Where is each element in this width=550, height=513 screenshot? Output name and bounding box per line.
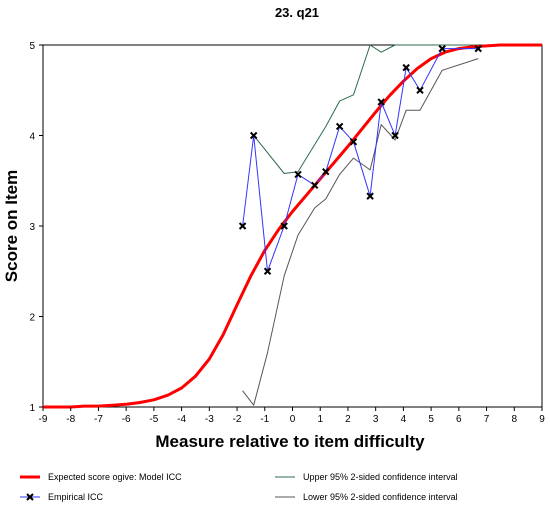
- empirical-point: [402, 63, 410, 72]
- x-tick-label: -8: [66, 414, 75, 425]
- x-axis-label: Measure relative to item difficulty: [155, 432, 425, 451]
- y-tick-label: 5: [29, 41, 35, 52]
- x-tick-label: 4: [401, 414, 407, 425]
- x-tick-label: -5: [149, 414, 158, 425]
- empirical-point: [249, 131, 258, 140]
- y-axis-label: Score on Item: [2, 170, 21, 282]
- y-tick-label: 4: [29, 132, 35, 143]
- empirical-point: [391, 131, 399, 140]
- x-tick-label: -3: [205, 414, 214, 425]
- y-axis: 1 2 3 4 5: [29, 41, 43, 414]
- empirical-point: [280, 222, 288, 230]
- series-line-upper: [253, 44, 479, 174]
- x-tick-label: -2: [233, 414, 242, 425]
- x-tick-label: 1: [317, 414, 323, 425]
- legend-label: Expected score ogive: Model ICC: [48, 472, 182, 482]
- x-tick-label: 3: [373, 414, 379, 425]
- empirical-point: [238, 222, 247, 230]
- y-tick-label: 2: [29, 313, 35, 324]
- x-axis: -9 -8 -7 -6 -5 -4 -3 -2 -1 0 1 2 3 4 5 6 7 8 9: [39, 407, 545, 425]
- legend: Expected score ogive: Model ICC Upper 95%…: [20, 472, 458, 502]
- plot-area: [42, 43, 543, 409]
- empirical-point: [263, 267, 272, 275]
- empirical-point: [438, 44, 446, 53]
- x-tick-label: 8: [511, 414, 517, 425]
- chart-title: 23. q21: [275, 5, 319, 20]
- x-tick-label: 6: [456, 414, 462, 425]
- x-tick-label: 9: [539, 414, 545, 425]
- empirical-point: [474, 44, 482, 53]
- empirical-point: [335, 122, 344, 131]
- y-tick-label: 3: [29, 222, 35, 233]
- x-tick-label: 5: [428, 414, 434, 425]
- series-line-model: [43, 43, 542, 409]
- plot-frame: [42, 44, 543, 408]
- series-line-empirical: [242, 48, 479, 272]
- x-tick-label: -7: [94, 414, 103, 425]
- legend-label: Upper 95% 2-sided confidence interval: [303, 472, 458, 482]
- legend-label: Lower 95% 2-sided confidence interval: [303, 492, 458, 502]
- empirical-point: [349, 138, 358, 146]
- empirical-point: [377, 98, 385, 106]
- legend-item-empirical: Empirical ICC: [20, 492, 104, 502]
- legend-item-lower: Lower 95% 2-sided confidence interval: [275, 492, 458, 502]
- legend-item-upper: Upper 95% 2-sided confidence interval: [275, 472, 458, 482]
- x-tick-label: -6: [122, 414, 131, 425]
- x-tick-label: 0: [290, 414, 296, 425]
- empirical-point: [310, 181, 319, 189]
- empirical-point: [416, 86, 424, 94]
- x-tick-label: 2: [345, 414, 351, 425]
- x-tick-label: -1: [260, 414, 269, 425]
- legend-label: Empirical ICC: [48, 492, 104, 502]
- x-tick-label: 7: [484, 414, 490, 425]
- empirical-point: [294, 170, 302, 179]
- empirical-point: [322, 167, 330, 176]
- legend-item-model: Expected score ogive: Model ICC: [20, 472, 182, 482]
- empirical-point: [366, 192, 374, 200]
- y-tick-label: 1: [29, 403, 35, 414]
- x-tick-label: -9: [39, 414, 48, 425]
- x-tick-label: -4: [177, 414, 186, 425]
- series-line-lower: [242, 58, 479, 406]
